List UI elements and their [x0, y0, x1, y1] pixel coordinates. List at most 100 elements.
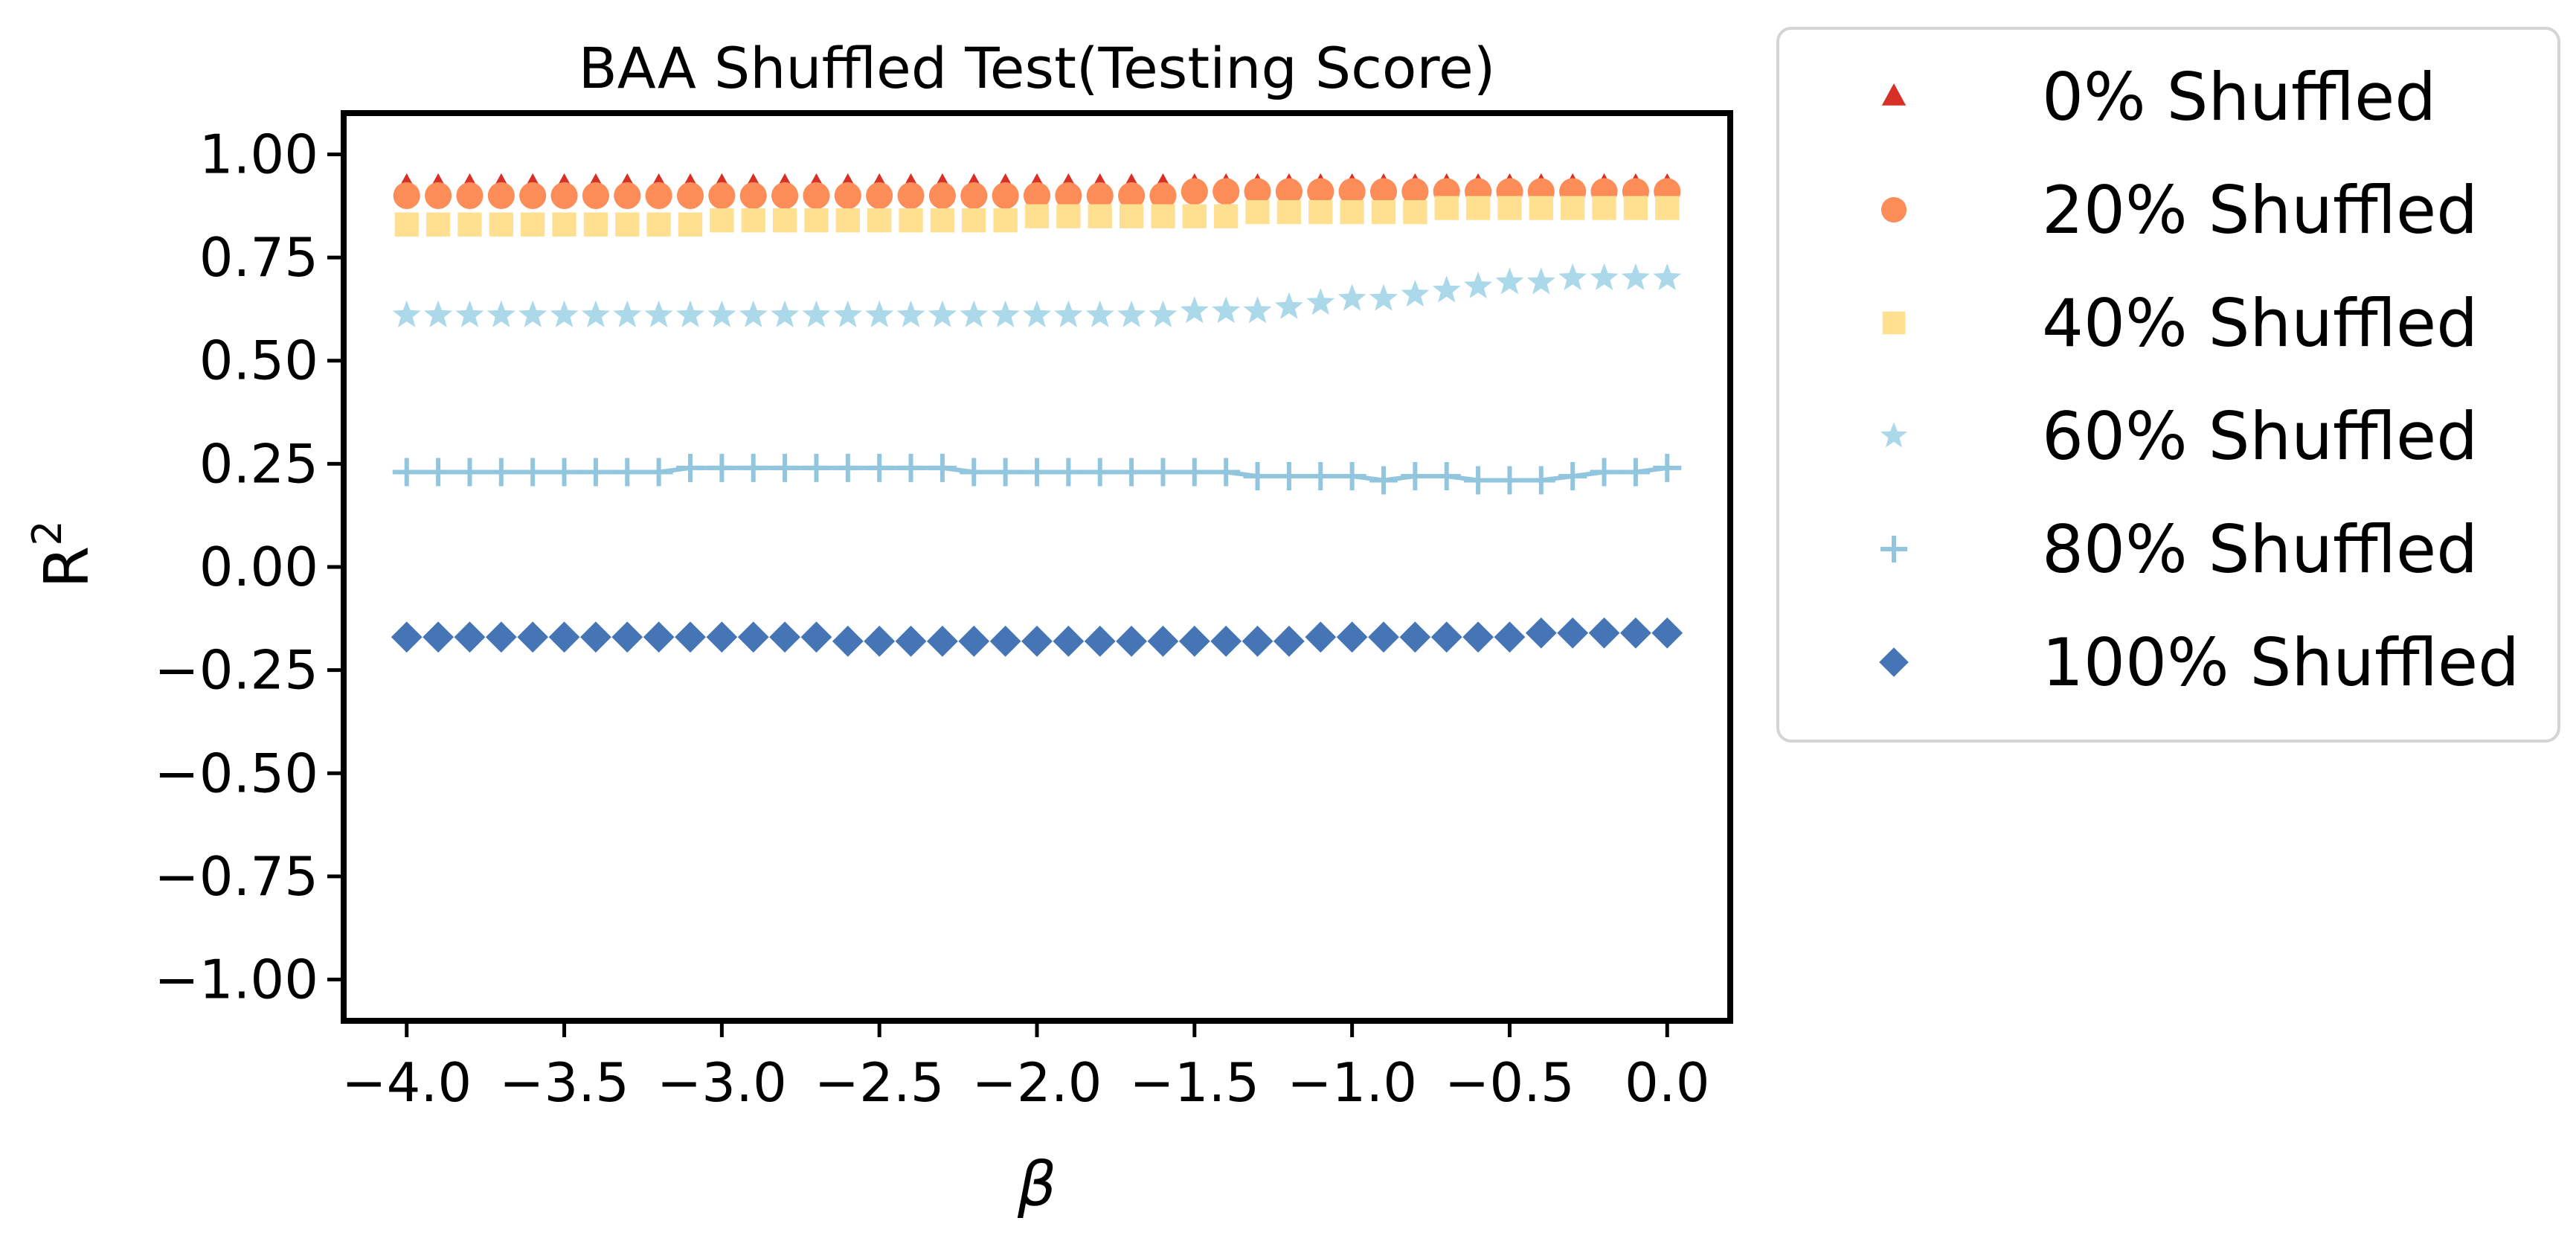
data-point — [646, 212, 671, 237]
data-point — [739, 182, 767, 209]
data-point — [1212, 458, 1241, 487]
data-point — [1336, 621, 1368, 653]
data-point — [1274, 462, 1303, 490]
legend-item: 20% Shuffled — [1880, 172, 2478, 249]
data-point — [1245, 199, 1270, 225]
data-point — [1084, 625, 1116, 657]
data-point — [1116, 625, 1147, 657]
y-tick-label: 0.00 — [199, 536, 318, 598]
data-point — [1306, 462, 1335, 490]
y-tick-label: −0.50 — [154, 742, 318, 804]
data-point — [1558, 462, 1587, 490]
data-point — [644, 458, 673, 487]
data-point — [1054, 458, 1083, 487]
data-point — [1243, 296, 1272, 324]
data-point — [643, 621, 675, 653]
series-5 — [392, 453, 1682, 495]
data-point — [1307, 178, 1334, 205]
chart-title: BAA Shuffled Test(Testing Score) — [579, 35, 1496, 101]
data-point — [424, 458, 453, 487]
data-point — [833, 300, 862, 327]
data-point — [1621, 263, 1650, 290]
data-point — [550, 182, 578, 209]
data-point — [581, 458, 610, 487]
legend-item: 40% Shuffled — [1882, 285, 2478, 362]
data-point — [425, 182, 452, 209]
data-point — [1588, 617, 1620, 649]
data-point — [1242, 625, 1273, 657]
data-point — [1526, 267, 1555, 295]
data-point — [1465, 196, 1491, 220]
data-point — [1337, 462, 1366, 490]
legend-label: 40% Shuffled — [2042, 285, 2478, 362]
data-point — [1623, 196, 1648, 220]
data-point — [960, 458, 989, 487]
data-point — [645, 182, 672, 209]
y-tick-label: −0.75 — [154, 845, 318, 908]
plot-frame — [341, 110, 1733, 1024]
data-point — [1243, 462, 1272, 490]
data-point — [962, 208, 986, 233]
data-point — [614, 182, 641, 209]
data-point — [1653, 453, 1682, 482]
legend-item: 0% Shuffled — [1881, 59, 2436, 135]
data-point — [425, 212, 451, 237]
data-point — [960, 182, 988, 209]
data-point — [1651, 617, 1683, 649]
data-point — [896, 300, 925, 327]
data-point — [676, 453, 704, 482]
data-point — [548, 621, 580, 653]
data-point — [1275, 178, 1303, 205]
data-point — [865, 453, 894, 482]
data-point — [1023, 300, 1051, 327]
data-point — [1338, 178, 1366, 205]
data-point — [1273, 625, 1305, 657]
data-point — [739, 300, 768, 327]
data-point — [1401, 178, 1429, 205]
data-point — [1494, 621, 1526, 653]
data-point — [1620, 617, 1651, 649]
data-point — [1244, 178, 1271, 205]
data-point — [613, 300, 642, 327]
legend-box — [1776, 27, 2560, 743]
data-point — [1306, 288, 1335, 315]
y-tick-label: 0.75 — [199, 226, 318, 289]
data-point — [487, 182, 515, 209]
data-point — [1086, 182, 1114, 209]
data-point — [867, 208, 892, 233]
legend-label: 20% Shuffled — [2042, 172, 2478, 249]
data-point — [1369, 466, 1398, 495]
data-point — [676, 182, 704, 209]
plot-layer — [391, 173, 1683, 657]
legend-marker — [1880, 196, 1907, 223]
data-point — [1149, 458, 1178, 487]
data-point — [991, 300, 1020, 327]
legend-marker — [1880, 422, 1907, 448]
data-point — [835, 208, 860, 233]
data-point — [1590, 263, 1619, 290]
data-point — [710, 208, 734, 233]
x-tick-label: −4.0 — [341, 1051, 472, 1114]
data-point — [1212, 178, 1240, 205]
data-point — [895, 625, 927, 657]
data-point — [489, 212, 513, 237]
data-point — [519, 182, 547, 209]
data-point — [517, 621, 549, 653]
x-axis-label: β — [1017, 1150, 1056, 1220]
data-point — [804, 208, 829, 233]
data-point — [866, 182, 893, 209]
data-point — [1274, 292, 1303, 319]
legend-label: 80% Shuffled — [2042, 511, 2478, 588]
y-tick-label: 0.50 — [199, 330, 318, 392]
data-point — [613, 458, 642, 487]
series-6 — [391, 617, 1683, 657]
data-point — [802, 453, 831, 482]
data-point — [394, 212, 419, 237]
data-point — [1337, 283, 1366, 311]
legend-marker — [1880, 536, 1907, 562]
data-point — [1053, 625, 1085, 657]
data-point — [457, 212, 482, 237]
data-point — [1117, 300, 1146, 327]
data-point — [708, 182, 736, 209]
data-point — [678, 212, 703, 237]
